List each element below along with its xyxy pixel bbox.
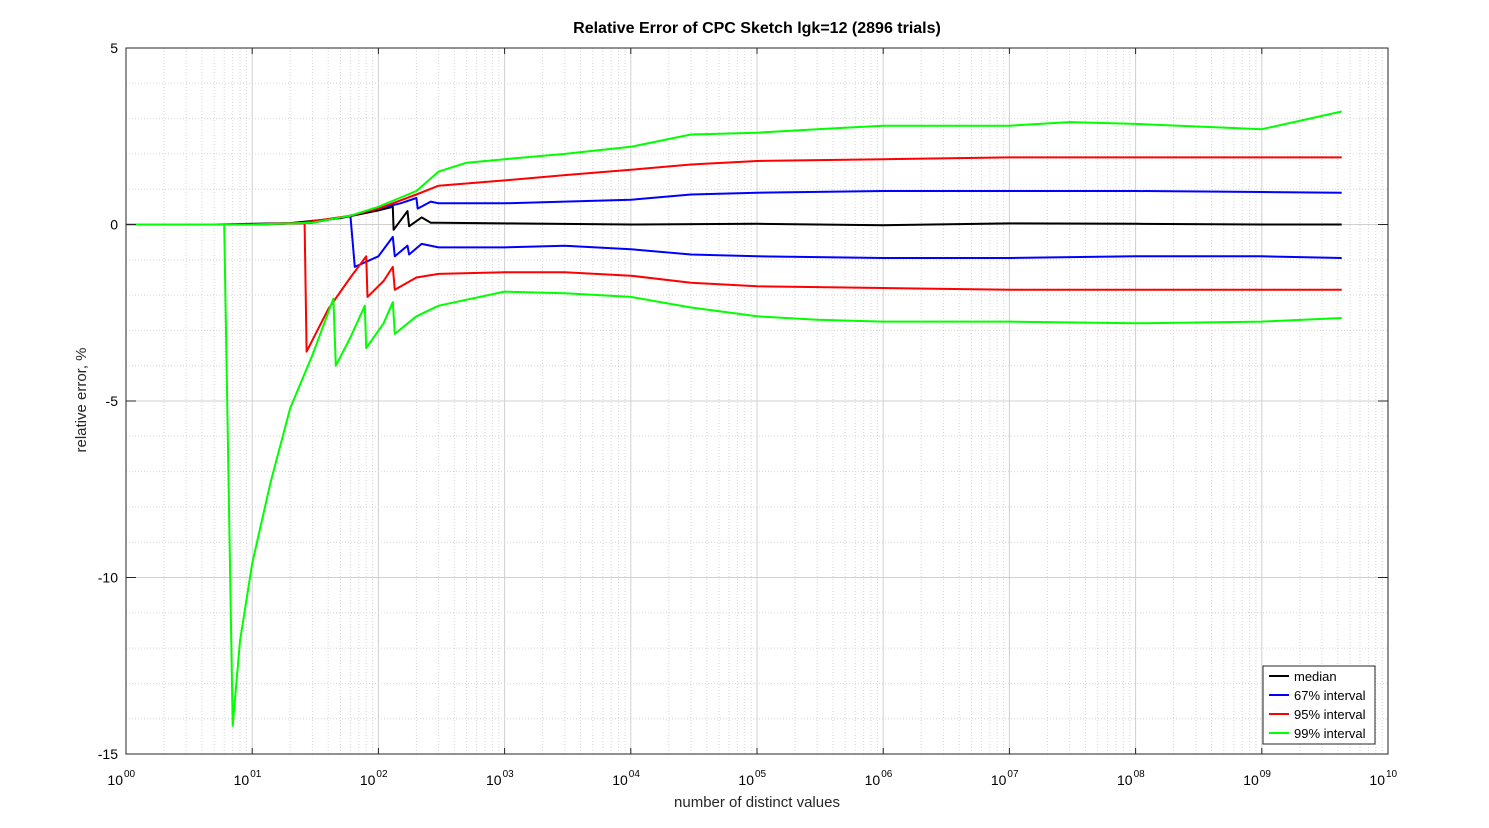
y-axis-label: relative error, % bbox=[73, 347, 90, 452]
x-tick-exponent: 09 bbox=[1260, 769, 1272, 780]
x-tick-label: 10 bbox=[612, 772, 628, 788]
x-tick-label: 10 bbox=[1243, 772, 1259, 788]
legend: median 67% interval 95% interval 99% interv… bbox=[1262, 665, 1376, 745]
series-lines bbox=[126, 110, 1342, 727]
chart-title: Relative Error of CPC Sketch lgk=12 (289… bbox=[573, 20, 941, 37]
x-tick-exponent: 04 bbox=[629, 769, 641, 780]
x-tick-exponent: 06 bbox=[881, 769, 893, 780]
y-tick-label: -5 bbox=[106, 393, 119, 409]
series-line bbox=[126, 222, 1342, 353]
x-tick-exponent: 10 bbox=[1386, 769, 1398, 780]
x-tick-label: 10 bbox=[738, 772, 754, 788]
legend-label: median bbox=[1294, 669, 1337, 684]
legend-label: 99% interval bbox=[1294, 726, 1366, 741]
legend-label: 95% interval bbox=[1294, 707, 1366, 722]
y-tick-label: -15 bbox=[98, 746, 118, 762]
x-tick-exponent: 03 bbox=[503, 769, 515, 780]
x-tick-exponent: 00 bbox=[124, 769, 136, 780]
y-tick-label: 5 bbox=[110, 40, 118, 56]
legend-label: 67% interval bbox=[1294, 688, 1366, 703]
x-tick-label: 10 bbox=[107, 772, 123, 788]
legend-box bbox=[1262, 665, 1376, 745]
x-tick-label: 10 bbox=[486, 772, 502, 788]
x-tick-exponent: 01 bbox=[250, 769, 262, 780]
x-tick-exponent: 05 bbox=[755, 769, 767, 780]
x-tick-exponent: 08 bbox=[1134, 769, 1146, 780]
series-line bbox=[126, 214, 1342, 268]
x-tick-label: 10 bbox=[1117, 772, 1133, 788]
x-tick-label: 10 bbox=[865, 772, 881, 788]
x-tick-exponent: 07 bbox=[1007, 769, 1019, 780]
y-tick-label: -10 bbox=[98, 570, 118, 586]
grid bbox=[125, 47, 1389, 755]
x-tick-label: 10 bbox=[234, 772, 250, 788]
x-tick-label: 10 bbox=[1369, 772, 1385, 788]
x-tick-label: 10 bbox=[360, 772, 376, 788]
x-tick-exponent: 02 bbox=[376, 769, 388, 780]
series-line bbox=[126, 110, 1342, 226]
x-axis-label: number of distinct values bbox=[674, 794, 840, 811]
axis-ticks: 10 00 10 01 10 02 10 03 10 04 10 05 10 06 10 07 10 08 10 09… bbox=[98, 40, 1398, 788]
series-line bbox=[126, 223, 1342, 727]
y-tick-label: 0 bbox=[110, 217, 118, 233]
x-tick-label: 10 bbox=[991, 772, 1007, 788]
